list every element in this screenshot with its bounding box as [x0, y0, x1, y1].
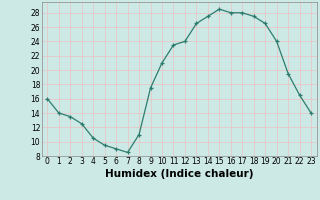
X-axis label: Humidex (Indice chaleur): Humidex (Indice chaleur): [105, 169, 253, 179]
